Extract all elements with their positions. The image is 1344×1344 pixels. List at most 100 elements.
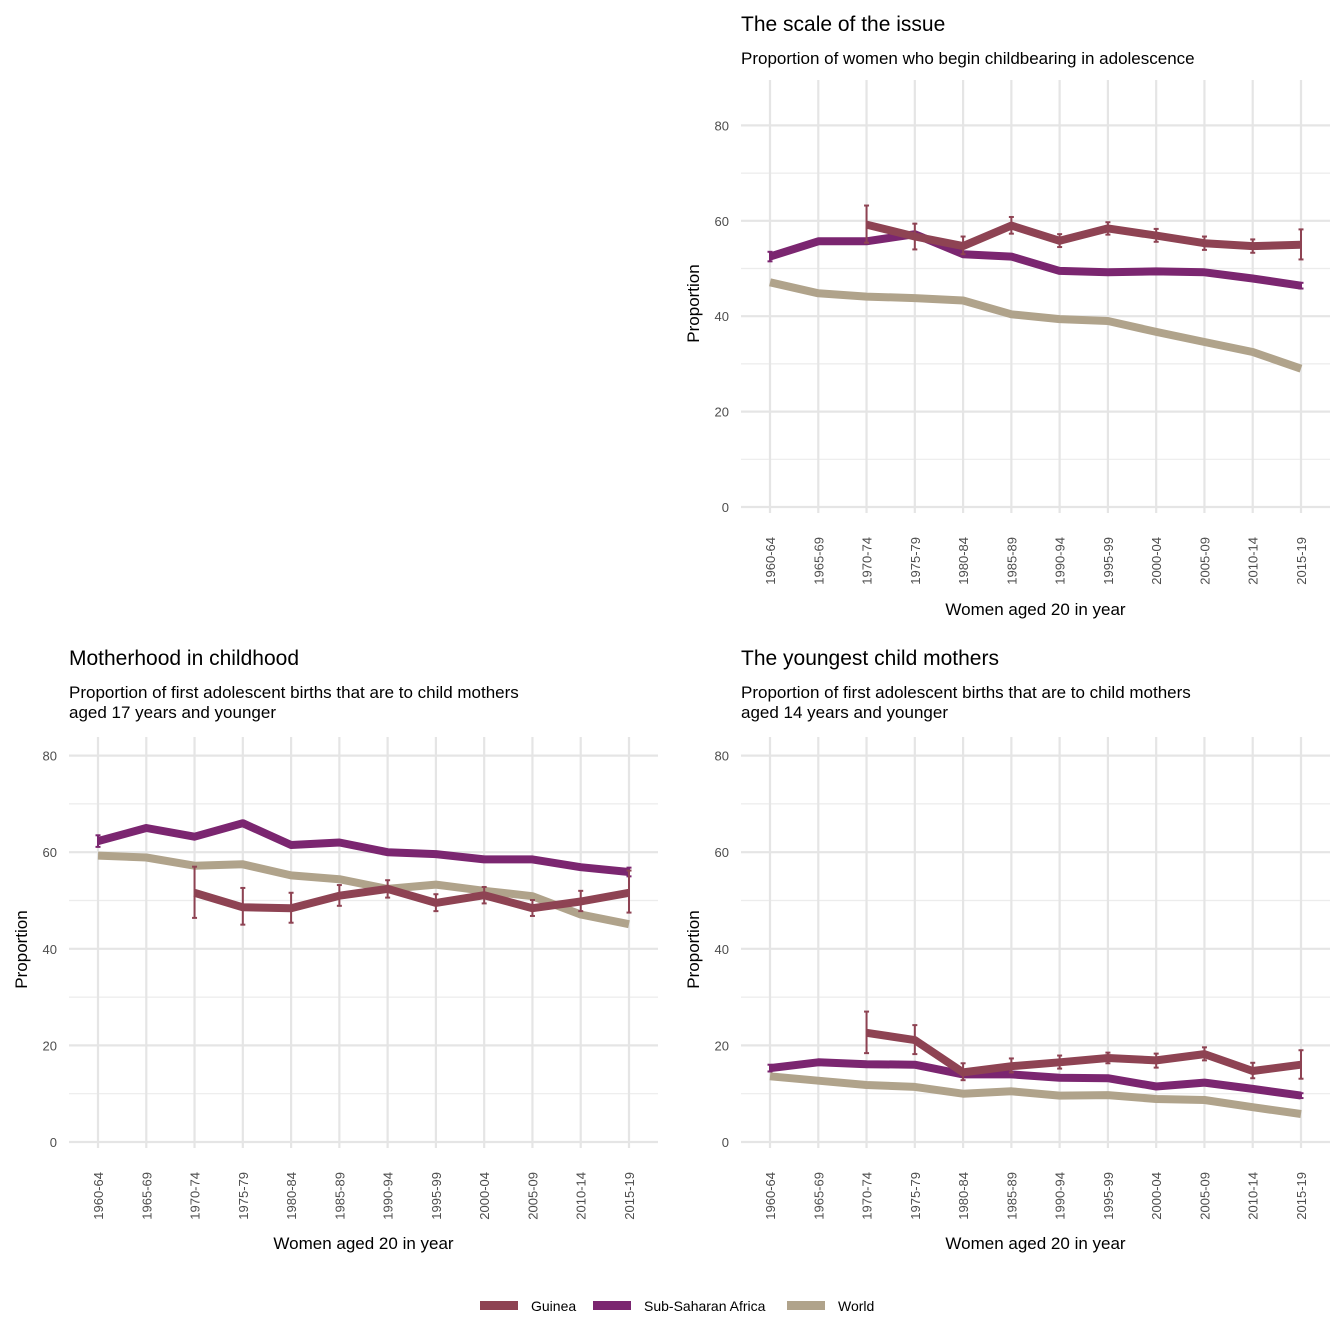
data-point-sub-saharan-africa	[1059, 1077, 1060, 1078]
y-tick-label: 60	[43, 845, 57, 860]
x-tick-label: 2010-14	[1246, 1172, 1261, 1220]
data-point-world	[629, 924, 630, 925]
data-point-sub-saharan-africa	[818, 241, 819, 242]
x-tick-label: 1975-79	[908, 1172, 923, 1220]
data-point-world	[1252, 1107, 1253, 1108]
series-line-world	[769, 1072, 1302, 1118]
data-point-sub-saharan-africa	[914, 1064, 915, 1065]
panel-title: The youngest child mothers	[741, 647, 999, 670]
data-point-world	[818, 293, 819, 294]
x-tick-label: 2010-14	[1246, 537, 1261, 585]
data-point-sub-saharan-africa	[1011, 256, 1012, 257]
data-point-world	[1011, 1091, 1012, 1092]
x-tick-label: 1965-69	[811, 537, 826, 585]
data-point-world	[1204, 341, 1205, 342]
x-tick-label: 2010-14	[574, 1172, 589, 1220]
data-point-world	[866, 296, 867, 297]
x-axis-title: Women aged 20 in year	[945, 1234, 1126, 1253]
data-point-world	[1011, 314, 1012, 315]
panel-motherhood: 0 20 40 60 80 1960-64 1965-69 1970-74 1975-79 198…	[12, 647, 658, 1253]
panel-title: Motherhood in childhood	[69, 647, 299, 670]
series-line-guinea	[865, 220, 1302, 251]
panel-scale: 0 20 40 60 80 1960-64 1965-69 1970-74 1975-79 198…	[684, 13, 1330, 619]
panel-subtitle: Proportion of first adolescent births th…	[741, 683, 1191, 702]
data-point-sub-saharan-africa	[580, 867, 581, 868]
x-tick-label: 2000-04	[1149, 537, 1164, 585]
y-axis-title: Proportion	[684, 910, 703, 988]
data-point-world	[98, 855, 99, 856]
data-point-sub-saharan-africa	[1011, 1074, 1012, 1075]
data-point-sub-saharan-africa	[484, 859, 485, 860]
x-axis-title: Women aged 20 in year	[945, 600, 1126, 619]
x-tick-label: 1995-99	[1101, 1172, 1116, 1220]
data-point-sub-saharan-africa	[1252, 1088, 1253, 1089]
x-tick-label: 2000-04	[477, 1172, 492, 1220]
data-point-sub-saharan-africa	[1156, 271, 1157, 272]
data-point-world	[1107, 1095, 1108, 1096]
x-axis-title: Women aged 20 in year	[273, 1234, 454, 1253]
data-point-sub-saharan-africa	[1204, 1082, 1205, 1083]
y-tick-label: 80	[715, 749, 729, 764]
x-tick-label: 1995-99	[429, 1172, 444, 1220]
y-axis-title: Proportion	[12, 910, 31, 988]
panel-subtitle: aged 17 years and younger	[69, 703, 276, 722]
x-tick-label: 1980-84	[956, 537, 971, 585]
data-point-world	[532, 896, 533, 897]
legend-label: World	[838, 1298, 874, 1314]
x-tick-label: 1990-94	[1053, 1172, 1068, 1220]
y-tick-label: 80	[715, 118, 729, 133]
series-line-world	[97, 851, 630, 929]
y-tick-label: 20	[43, 1038, 57, 1053]
y-tick-label: 20	[715, 1038, 729, 1053]
x-tick-label: 1960-64	[763, 1172, 778, 1220]
x-tick-label: 2005-09	[1197, 537, 1212, 585]
y-tick-label: 0	[722, 1135, 729, 1150]
x-tick-label: 2005-09	[525, 1172, 540, 1220]
data-point-world	[291, 875, 292, 876]
data-point-world	[866, 1085, 867, 1086]
panel-youngest: 0 20 40 60 80 1960-64 1965-69 1970-74 1975-79 198…	[684, 647, 1330, 1253]
y-tick-label: 60	[715, 214, 729, 229]
data-point-sub-saharan-africa	[532, 859, 533, 860]
x-tick-label: 1970-74	[860, 1172, 875, 1220]
legend-key-sub-saharan-africa	[593, 1301, 631, 1310]
x-tick-label: 1960-64	[91, 1172, 106, 1220]
x-tick-label: 1995-99	[1101, 537, 1116, 585]
x-tick-label: 2015-19	[1294, 537, 1309, 585]
data-point-world	[1107, 320, 1108, 321]
data-point-world	[1059, 319, 1060, 320]
legend-key-guinea	[480, 1301, 518, 1310]
x-tick-label: 2005-09	[1197, 1172, 1212, 1220]
x-tick-label: 1980-84	[956, 1172, 971, 1220]
data-point-world	[963, 1093, 964, 1094]
x-tick-label: 1960-64	[763, 537, 778, 585]
series-line-guinea	[193, 884, 630, 913]
x-tick-label: 1985-89	[332, 1172, 347, 1220]
x-tick-label: 1975-79	[908, 537, 923, 585]
x-tick-label: 2015-19	[622, 1172, 637, 1220]
y-tick-label: 0	[50, 1135, 57, 1150]
x-tick-label: 1965-69	[811, 1172, 826, 1220]
series-line-sub-saharan-africa	[769, 1058, 1302, 1100]
y-tick-label: 40	[43, 942, 57, 957]
data-point-world	[1301, 1113, 1302, 1114]
y-axis-title: Proportion	[684, 264, 703, 342]
data-point-world	[818, 1080, 819, 1081]
data-point-sub-saharan-africa	[291, 844, 292, 845]
x-tick-label: 1975-79	[236, 1172, 251, 1220]
data-point-world	[1301, 368, 1302, 369]
data-point-world	[146, 857, 147, 858]
data-point-sub-saharan-africa	[194, 836, 195, 837]
x-tick-label: 2000-04	[1149, 1172, 1164, 1220]
data-point-sub-saharan-africa	[1252, 278, 1253, 279]
data-point-world	[1156, 1099, 1157, 1100]
y-tick-label: 80	[43, 749, 57, 764]
data-point-sub-saharan-africa	[1204, 272, 1205, 273]
y-tick-label: 40	[715, 309, 729, 324]
panel-subtitle: Proportion of first adolescent births th…	[69, 683, 519, 702]
x-tick-label: 1990-94	[1053, 537, 1068, 585]
data-point-world	[914, 298, 915, 299]
x-tick-label: 1965-69	[139, 1172, 154, 1220]
x-tick-label: 1980-84	[284, 1172, 299, 1220]
